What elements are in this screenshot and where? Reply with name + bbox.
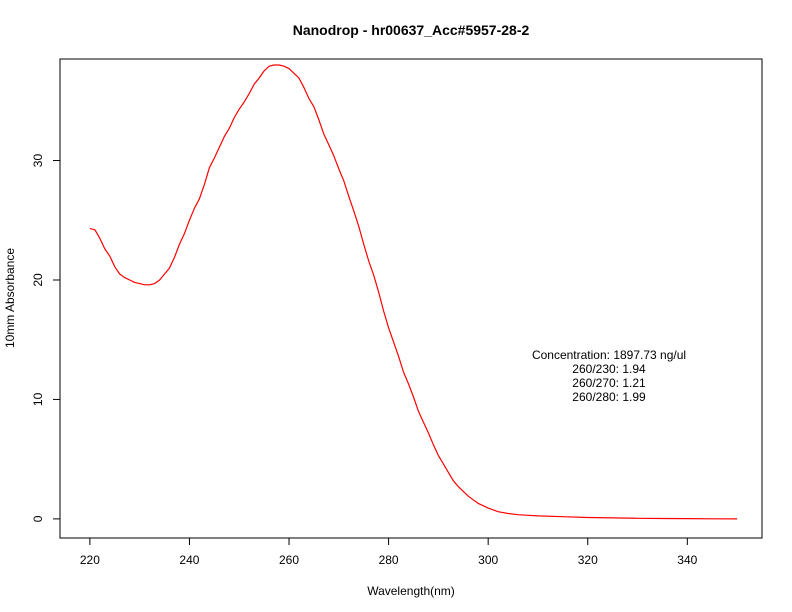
x-tick-label: 260 — [279, 553, 299, 567]
x-tick-label: 280 — [379, 553, 399, 567]
x-axis-label: Wavelength(nm) — [367, 584, 455, 598]
annotation-260-280: 260/280: 1.99 — [572, 390, 646, 404]
x-tick-label: 300 — [478, 553, 498, 567]
y-tick-label: 0 — [31, 515, 45, 522]
stats-annotation: Concentration: 1897.73 ng/ul 260/230: 1.… — [532, 348, 686, 404]
y-tick-label: 10 — [31, 392, 45, 406]
y-axis: 0 10 20 30 — [31, 154, 61, 522]
y-tick-label: 20 — [31, 273, 45, 287]
chart-title: Nanodrop - hr00637_Acc#5957-28-2 — [293, 22, 530, 38]
annotation-260-230: 260/230: 1.94 — [572, 362, 646, 376]
x-tick-label: 340 — [677, 553, 697, 567]
y-tick-label: 30 — [31, 154, 45, 168]
x-axis: 220 240 260 280 300 320 340 — [80, 537, 698, 567]
x-tick-label: 320 — [578, 553, 598, 567]
x-tick-label: 240 — [179, 553, 199, 567]
annotation-concentration: Concentration: 1897.73 ng/ul — [532, 348, 686, 362]
x-tick-label: 220 — [80, 553, 100, 567]
series-line-0 — [89, 64, 738, 520]
y-axis-label: 10mm Absorbance — [3, 248, 17, 348]
annotation-260-270: 260/270: 1.21 — [572, 376, 646, 390]
series-layer — [89, 64, 738, 520]
plot-box — [59, 58, 763, 539]
